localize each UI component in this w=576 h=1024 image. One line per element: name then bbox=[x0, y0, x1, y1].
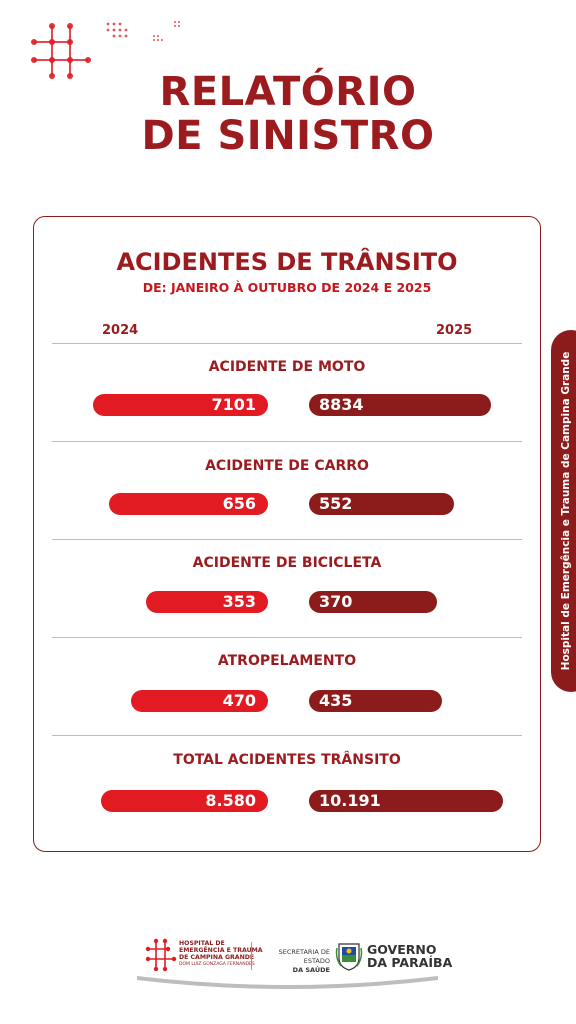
bar-2025-carro: 552 bbox=[309, 493, 454, 515]
hospital-name-line1: HOSPITAL DE bbox=[179, 940, 225, 947]
side-tab-text: Hospital de Emergência e Trauma de Campi… bbox=[560, 351, 572, 671]
hospital-name: HOSPITAL DE EMERGÊNCIA E TRAUMA DE CAMPI… bbox=[179, 940, 263, 968]
bar-2024-bicicleta: 353 bbox=[146, 591, 268, 613]
category-label-moto: ACIDENTE DE MOTO bbox=[208, 359, 366, 375]
hospital-name-line3: DE CAMPINA GRANDE bbox=[179, 954, 255, 961]
year-label-2025: 2025 bbox=[436, 323, 473, 338]
hospital-name-line2: EMERGÊNCIA E TRAUMA bbox=[179, 947, 263, 954]
accidents-card bbox=[33, 216, 541, 852]
decorative-dots-logo bbox=[31, 21, 180, 79]
bar-2025-moto: 8834 bbox=[309, 394, 491, 416]
divider bbox=[52, 735, 522, 736]
bar-2024-atropelamento: 470 bbox=[131, 690, 268, 712]
year-label-2024: 2024 bbox=[102, 323, 139, 338]
divider bbox=[52, 441, 522, 442]
governo-line2: DA PARAÍBA bbox=[367, 955, 453, 970]
bar-2024-moto: 7101 bbox=[93, 394, 268, 416]
category-label-total: TOTAL ACIDENTES TRÂNSITO bbox=[173, 752, 401, 768]
secretaria-line2: DA SAÚDE bbox=[292, 966, 330, 974]
governo-line1: GOVERNO bbox=[367, 942, 437, 957]
state-coat-of-arms-icon bbox=[335, 943, 363, 971]
bar-2025-total: 10.191 bbox=[309, 790, 503, 812]
footer-swoosh bbox=[137, 976, 438, 989]
secretaria-text: SECRETARIA DE ESTADO DA SAÚDE bbox=[256, 948, 330, 975]
category-label-bicicleta: ACIDENTE DE BICICLETA bbox=[192, 555, 382, 571]
hospital-name-line4: DOM LUIZ GONZAGA FERNANDES bbox=[179, 962, 255, 967]
divider bbox=[52, 637, 522, 638]
category-label-carro: ACIDENTE DE CARRO bbox=[205, 458, 369, 474]
divider bbox=[52, 539, 522, 540]
category-label-atropelamento: ATROPELAMENTO bbox=[217, 653, 357, 669]
card-title: ACIDENTES DE TRÂNSITO bbox=[116, 248, 458, 276]
bar-2024-carro: 656 bbox=[109, 493, 268, 515]
bar-2024-total: 8.580 bbox=[101, 790, 268, 812]
page-title-line2: DE SINISTRO bbox=[141, 113, 435, 159]
bar-2025-bicicleta: 370 bbox=[309, 591, 437, 613]
footer-divider bbox=[251, 942, 252, 970]
divider bbox=[52, 343, 522, 344]
secretaria-line1: SECRETARIA DE ESTADO bbox=[278, 948, 330, 965]
side-tab bbox=[551, 330, 576, 692]
page-title-line1: RELATÓRIO bbox=[159, 69, 417, 115]
governo-text: GOVERNO DA PARAÍBA bbox=[367, 943, 452, 969]
bar-2025-atropelamento: 435 bbox=[309, 690, 442, 712]
card-subtitle: DE: JANEIRO À OUTUBRO DE 2024 E 2025 bbox=[142, 280, 432, 295]
hospital-logo-icon bbox=[145, 938, 177, 972]
